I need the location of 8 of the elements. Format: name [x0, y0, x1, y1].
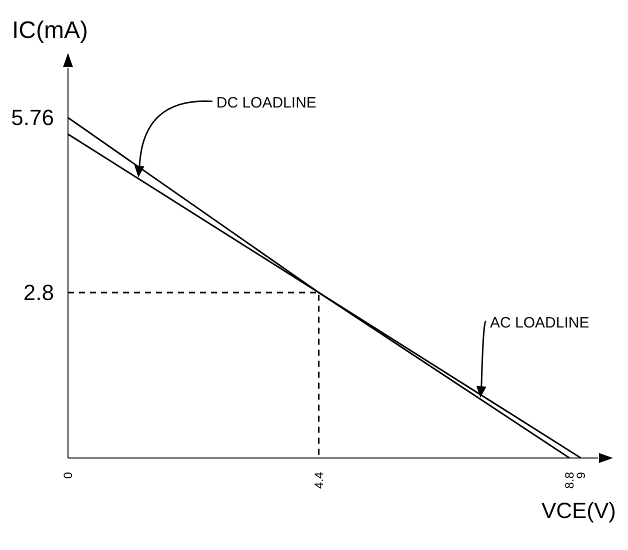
x-axis-title: VCE(V)	[541, 498, 616, 523]
x-tick-label: 4.4	[312, 472, 326, 489]
annotation: DC LOADLINE	[216, 94, 316, 112]
y-tick-label: 2.8	[23, 280, 54, 306]
x-tick-label: 0	[61, 472, 75, 479]
annotation: AC LOADLINE	[490, 314, 590, 332]
y-axis-title: IC(mA)	[12, 17, 88, 44]
y-tick-label: 5.76	[11, 105, 54, 130]
